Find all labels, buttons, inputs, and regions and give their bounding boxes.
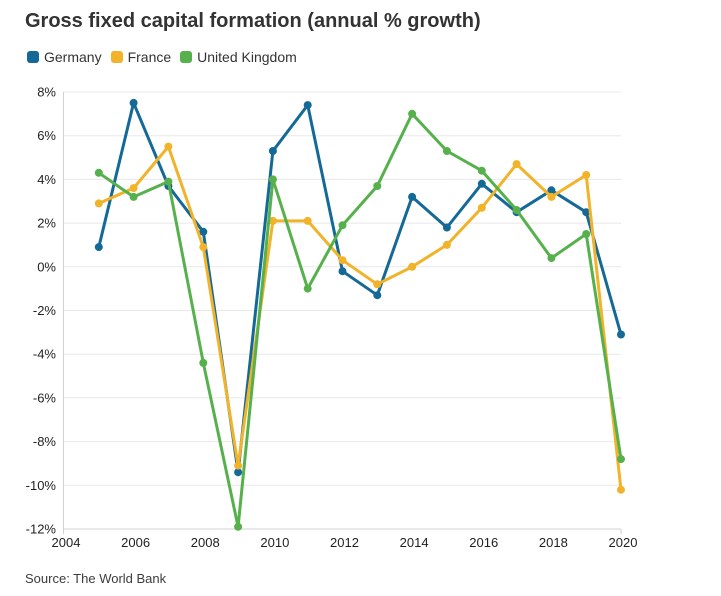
legend-item-germany: Germany <box>27 49 102 65</box>
data-point-united-kingdom-2009 <box>234 522 243 531</box>
data-point-germany-2006 <box>129 98 138 107</box>
y-tick-label: 2% <box>37 216 56 231</box>
data-point-germany-2011 <box>303 101 312 110</box>
data-point-france-2005 <box>94 199 103 208</box>
data-point-germany-2013 <box>373 291 382 300</box>
data-point-france-2015 <box>442 240 451 249</box>
data-point-germany-2015 <box>442 223 451 232</box>
x-tick-label: 2006 <box>121 535 150 550</box>
data-point-united-kingdom-2005 <box>94 168 103 177</box>
x-tick-label: 2010 <box>260 535 289 550</box>
data-point-france-2016 <box>477 203 486 212</box>
chart-legend: Germany France United Kingdom <box>27 49 297 65</box>
x-tick-label: 2012 <box>330 535 359 550</box>
data-point-united-kingdom-2019 <box>582 230 591 238</box>
data-point-united-kingdom-2010 <box>268 175 277 184</box>
data-point-france-2006 <box>129 184 138 193</box>
data-point-united-kingdom-2008 <box>199 358 208 367</box>
data-point-france-2009 <box>234 461 243 470</box>
x-tick-label: 2018 <box>539 535 568 550</box>
data-point-germany-2018 <box>547 186 556 195</box>
y-tick-label: -2% <box>33 303 57 318</box>
legend-item-united-kingdom: United Kingdom <box>180 49 297 65</box>
data-point-germany-2016 <box>477 179 486 188</box>
y-tick-label: 6% <box>37 128 56 143</box>
data-point-united-kingdom-2017 <box>512 206 521 214</box>
series-line-germany <box>97 101 623 474</box>
source-note: Source: The World Bank <box>25 571 167 586</box>
data-point-germany-2009 <box>234 468 243 477</box>
legend-label: Germany <box>44 49 102 65</box>
data-point-france-2011 <box>303 216 312 225</box>
data-point-united-kingdom-2012 <box>338 221 347 230</box>
legend-item-france: France <box>110 49 172 65</box>
y-tick-label: -6% <box>33 390 57 405</box>
data-point-france-2008 <box>199 243 208 252</box>
x-tick-label: 2014 <box>400 535 429 550</box>
legend-swatch-germany <box>27 51 39 63</box>
legend-label: France <box>127 49 172 65</box>
data-point-france-2007 <box>164 142 173 151</box>
x-tick-label: 2004 <box>52 535 81 550</box>
data-point-france-2010 <box>268 216 277 225</box>
data-point-united-kingdom-2020 <box>617 455 625 464</box>
y-tick-label: -4% <box>33 347 57 362</box>
data-point-france-2012 <box>338 256 347 265</box>
legend-swatch-france <box>110 51 123 63</box>
series-line-united-kingdom <box>97 112 623 529</box>
y-tick-label: 4% <box>37 172 56 187</box>
data-point-germany-2012 <box>338 267 347 276</box>
data-point-united-kingdom-2006 <box>129 192 138 201</box>
x-tick-label: 2008 <box>191 535 220 550</box>
y-tick-label: 0% <box>37 259 56 274</box>
y-tick-label: 8% <box>37 85 56 100</box>
data-point-germany-2019 <box>582 208 591 217</box>
data-point-united-kingdom-2018 <box>547 254 556 263</box>
x-tick-label: 2016 <box>469 535 498 550</box>
data-point-united-kingdom-2016 <box>477 166 486 175</box>
data-point-united-kingdom-2011 <box>303 284 312 293</box>
series-line-france <box>97 145 623 492</box>
data-point-germany-2005 <box>94 243 103 252</box>
y-tick-label: -8% <box>33 434 57 449</box>
legend-label: United Kingdom <box>197 49 297 65</box>
data-point-france-2017 <box>512 160 521 169</box>
data-point-united-kingdom-2013 <box>373 182 382 190</box>
chart-title: Gross fixed capital formation (annual % … <box>25 10 481 32</box>
data-point-france-2019 <box>582 171 591 179</box>
data-point-united-kingdom-2007 <box>164 177 173 186</box>
data-point-germany-2020 <box>617 330 625 339</box>
y-tick-label: -12% <box>26 522 57 537</box>
data-point-germany-2008 <box>199 227 208 236</box>
data-point-germany-2014 <box>408 192 417 201</box>
data-point-france-2018 <box>547 192 556 201</box>
data-point-united-kingdom-2014 <box>408 109 417 118</box>
x-tick-label: 2020 <box>609 535 638 550</box>
legend-swatch-united-kingdom <box>180 51 193 63</box>
data-point-germany-2010 <box>268 147 277 155</box>
data-point-united-kingdom-2015 <box>442 147 451 155</box>
y-tick-label: -10% <box>26 478 57 493</box>
data-point-france-2020 <box>617 485 625 494</box>
data-point-france-2014 <box>408 262 417 271</box>
data-point-france-2013 <box>373 280 382 289</box>
